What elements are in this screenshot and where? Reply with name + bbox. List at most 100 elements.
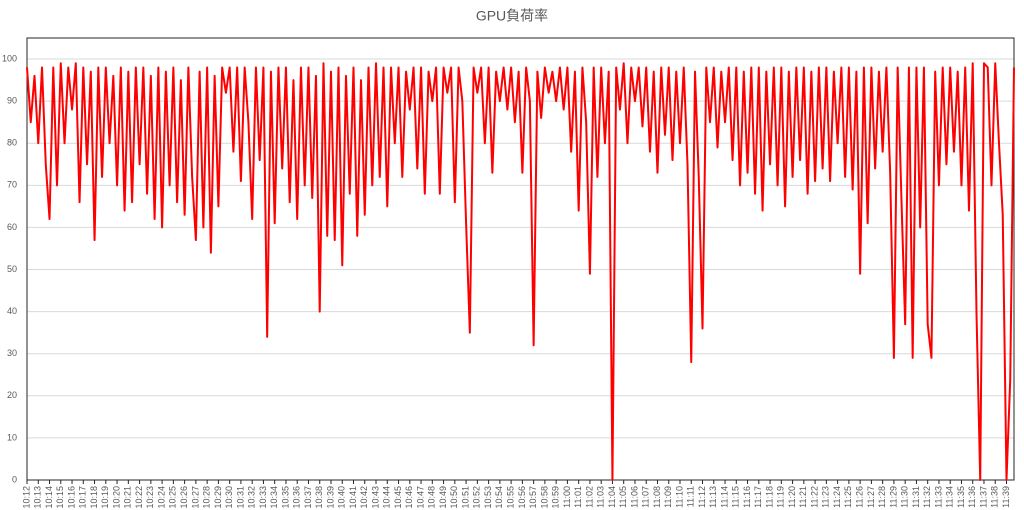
x-tick-label: 11:12 <box>697 486 707 508</box>
x-tick-label: 11:33 <box>933 486 943 508</box>
x-tick-label: 10:47 <box>415 486 425 509</box>
y-tick-label: 20 <box>7 390 17 400</box>
x-tick-label: 10:59 <box>551 486 561 509</box>
x-tick-label: 10:49 <box>438 486 448 509</box>
x-tick-label: 10:22 <box>134 486 144 509</box>
x-tick-label: 10:35 <box>280 486 290 509</box>
x-tick-label: 10:28 <box>202 486 212 509</box>
x-tick-label: 10:41 <box>348 486 358 509</box>
x-tick-label: 11:35 <box>956 486 966 508</box>
x-tick-label: 10:15 <box>55 486 65 509</box>
x-tick-label: 11:32 <box>922 486 932 508</box>
x-tick-label: 11:24 <box>832 486 842 508</box>
x-tick-label: 11:06 <box>629 486 639 508</box>
x-tick-label: 11:30 <box>900 486 910 508</box>
x-tick-label: 10:48 <box>427 486 437 509</box>
y-tick-label: 100 <box>2 53 17 63</box>
x-tick-label: 11:10 <box>674 486 684 508</box>
x-tick-label: 10:40 <box>337 486 347 509</box>
x-tick-label: 11:27 <box>866 486 876 508</box>
x-tick-label: 11:29 <box>888 486 898 508</box>
x-tick-label: 10:37 <box>303 486 313 509</box>
x-tick-label: 10:36 <box>292 486 302 509</box>
x-tick-label: 11:39 <box>1001 486 1011 508</box>
x-tick-label: 10:50 <box>449 486 459 509</box>
x-tick-label: 11:09 <box>663 486 673 508</box>
x-tick-label: 11:22 <box>809 486 819 508</box>
x-tick-label: 11:26 <box>855 486 865 508</box>
x-tick-label: 10:21 <box>123 486 133 509</box>
x-tick-label: 10:30 <box>224 486 234 509</box>
x-tick-label: 10:27 <box>190 486 200 509</box>
x-tick-label: 11:37 <box>978 486 988 508</box>
plot-frame <box>26 37 1015 481</box>
x-tick-label: 10:32 <box>247 486 257 509</box>
y-tick-label: 50 <box>7 264 17 274</box>
x-tick-label: 11:20 <box>787 486 797 508</box>
x-tick-label: 11:34 <box>945 486 955 508</box>
x-tick-label: 10:34 <box>269 486 279 509</box>
x-tick-label: 11:19 <box>776 486 786 508</box>
x-tick-label: 11:21 <box>798 486 808 508</box>
x-tick-label: 11:14 <box>719 486 729 508</box>
y-tick-label: 60 <box>7 222 17 232</box>
x-tick-label: 11:15 <box>731 486 741 508</box>
x-tick-label: 11:00 <box>562 486 572 508</box>
x-tick-label: 11:18 <box>764 486 774 508</box>
x-tick-label: 11:36 <box>967 486 977 508</box>
x-tick-label: 11:08 <box>652 486 662 508</box>
x-tick-label: 10:39 <box>325 486 335 509</box>
x-tick-label: 10:58 <box>539 486 549 509</box>
x-tick-label: 11:38 <box>990 486 1000 508</box>
x-tick-label: 10:26 <box>179 486 189 509</box>
y-tick-label: 10 <box>7 432 17 442</box>
x-tick-label: 10:51 <box>460 486 470 509</box>
x-tick-label: 10:46 <box>404 486 414 509</box>
x-tick-label: 10:42 <box>359 486 369 509</box>
x-tick-label: 11:17 <box>753 486 763 508</box>
x-tick-label: 11:11 <box>686 486 696 507</box>
x-tick-label: 11:01 <box>573 486 583 508</box>
x-tick-label: 10:53 <box>483 486 493 509</box>
x-tick-label: 10:38 <box>314 486 324 509</box>
y-tick-label: 80 <box>7 138 17 148</box>
y-tick-label: 0 <box>12 474 17 484</box>
x-tick-label: 10:23 <box>145 486 155 509</box>
y-tick-label: 40 <box>7 306 17 316</box>
x-tick-label: 10:45 <box>393 486 403 509</box>
x-tick-label: 11:16 <box>742 486 752 508</box>
x-tick-label: 10:43 <box>370 486 380 509</box>
x-tick-label: 10:56 <box>517 486 527 509</box>
x-tick-label: 10:16 <box>66 486 76 509</box>
x-tick-label: 11:02 <box>584 486 594 508</box>
x-tick-label: 10:54 <box>494 486 504 509</box>
x-tick-label: 10:19 <box>100 486 110 509</box>
x-tick-label: 10:14 <box>44 486 54 509</box>
y-tick-label: 90 <box>7 96 17 106</box>
x-tick-label: 10:31 <box>235 486 245 509</box>
x-tick-label: 11:25 <box>843 486 853 508</box>
x-tick-label: 10:33 <box>258 486 268 509</box>
chart-title: GPU負荷率 <box>476 8 548 24</box>
x-tick-label: 10:12 <box>21 486 31 509</box>
x-tick-label: 11:13 <box>708 486 718 508</box>
x-tick-label: 10:25 <box>168 486 178 509</box>
x-tick-label: 10:17 <box>78 486 88 509</box>
x-tick-label: 11:23 <box>821 486 831 508</box>
x-tick-label: 10:13 <box>33 486 43 509</box>
x-tick-label: 11:28 <box>877 486 887 508</box>
y-tick-label: 30 <box>7 348 17 358</box>
data-line <box>26 62 1015 481</box>
x-tick-label: 10:18 <box>89 486 99 509</box>
x-tick-label: 10:57 <box>528 486 538 509</box>
x-tick-label: 11:31 <box>911 486 921 508</box>
x-tick-label: 10:20 <box>111 486 121 509</box>
x-tick-label: 11:07 <box>641 486 651 508</box>
x-tick-label: 11:03 <box>596 486 606 508</box>
x-tick-label: 10:55 <box>505 486 515 509</box>
y-tick-label: 70 <box>7 180 17 190</box>
x-tick-label: 10:52 <box>472 486 482 509</box>
x-tick-label: 10:44 <box>382 486 392 509</box>
x-tick-label: 10:24 <box>156 486 166 509</box>
